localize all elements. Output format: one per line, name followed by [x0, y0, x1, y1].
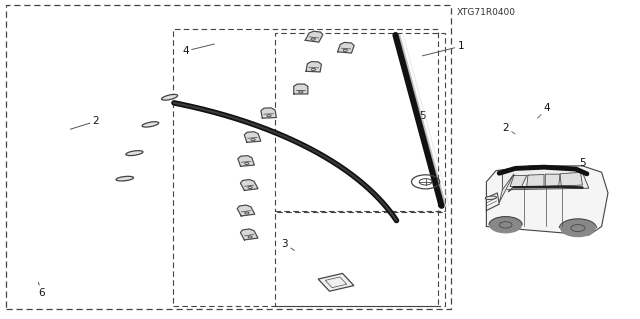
Ellipse shape	[116, 176, 134, 181]
Bar	[318, 273, 354, 291]
Polygon shape	[238, 156, 254, 166]
Polygon shape	[244, 132, 260, 142]
Text: 2: 2	[502, 122, 515, 134]
Bar	[275, 33, 445, 211]
Polygon shape	[527, 174, 544, 186]
Text: 4: 4	[182, 44, 214, 56]
Polygon shape	[305, 31, 323, 42]
Polygon shape	[261, 108, 276, 118]
Polygon shape	[237, 205, 255, 216]
Text: 4: 4	[538, 103, 550, 118]
Polygon shape	[338, 42, 354, 53]
Text: 3: 3	[566, 180, 573, 190]
Ellipse shape	[142, 122, 159, 127]
Ellipse shape	[161, 94, 178, 100]
Polygon shape	[510, 175, 527, 187]
Bar	[6, 5, 451, 309]
Bar	[173, 29, 438, 306]
Polygon shape	[486, 166, 608, 235]
Text: 1: 1	[422, 41, 464, 56]
Text: 5: 5	[579, 158, 586, 168]
Circle shape	[561, 219, 595, 237]
Text: 3: 3	[282, 239, 294, 250]
Ellipse shape	[485, 196, 497, 199]
Bar	[275, 212, 445, 306]
Polygon shape	[241, 180, 258, 190]
Polygon shape	[545, 174, 560, 186]
Polygon shape	[294, 84, 308, 94]
Polygon shape	[499, 174, 514, 203]
Bar	[325, 277, 347, 288]
Text: 6: 6	[38, 282, 45, 298]
Ellipse shape	[126, 151, 143, 156]
Circle shape	[490, 217, 522, 233]
Polygon shape	[306, 62, 321, 72]
Text: 5: 5	[419, 111, 426, 122]
Polygon shape	[560, 172, 582, 186]
Text: XTG71R0400: XTG71R0400	[457, 8, 516, 17]
Polygon shape	[502, 167, 589, 190]
Polygon shape	[241, 229, 258, 240]
Text: 2: 2	[70, 116, 99, 129]
